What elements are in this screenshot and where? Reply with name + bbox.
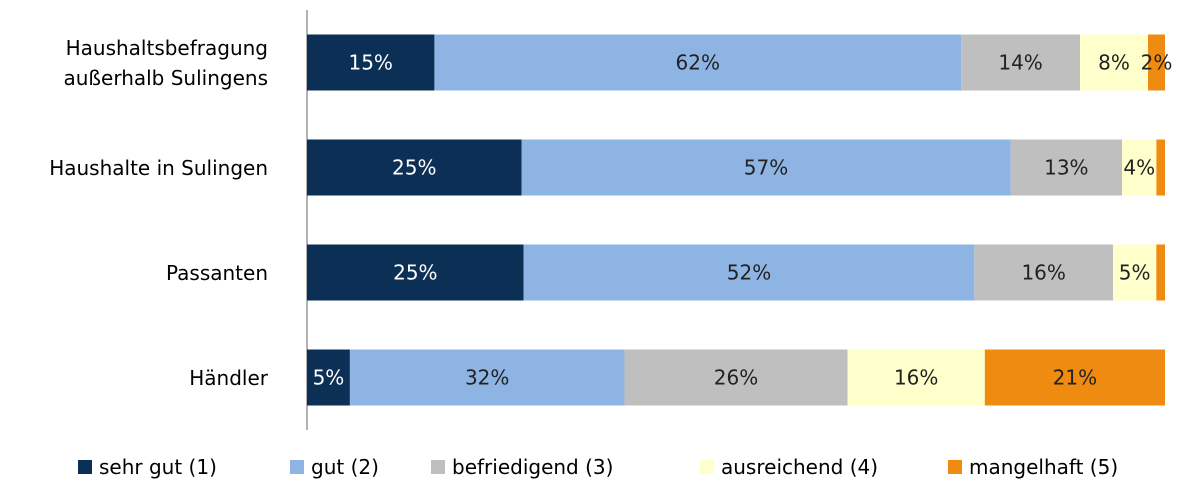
legend-swatch <box>290 460 304 474</box>
bar-segment <box>974 244 1113 301</box>
category-label: Haushaltsbefragung außerhalb Sulingens <box>63 35 268 90</box>
bar-segment <box>984 349 1165 406</box>
bar-segment <box>624 349 848 406</box>
data-label: 25% <box>393 261 437 285</box>
bar-segment <box>1010 139 1123 196</box>
bar-segment <box>307 349 350 406</box>
data-label: 8% <box>1098 51 1130 75</box>
data-label: 25% <box>392 156 436 180</box>
bar-segment <box>1148 34 1165 91</box>
data-label: 2% <box>1141 51 1173 75</box>
legend-label: befriedigend (3) <box>452 455 613 479</box>
category-label: Passanten <box>165 260 268 285</box>
data-label: 26% <box>714 366 758 390</box>
legend-label: mangelhaft (5) <box>969 455 1118 479</box>
legend-label: sehr gut (1) <box>99 455 217 479</box>
bar-segment <box>523 244 975 301</box>
bar-segment <box>349 349 625 406</box>
data-label: 52% <box>727 261 771 285</box>
bar-segment <box>1156 139 1165 196</box>
data-label: 16% <box>894 366 938 390</box>
legend-swatch <box>700 460 714 474</box>
bar-segment <box>434 34 962 91</box>
data-label: 5% <box>1119 261 1151 285</box>
data-label: 4% <box>1123 156 1155 180</box>
data-label: 15% <box>348 51 392 75</box>
legend-label: ausreichend (4) <box>721 455 878 479</box>
legend-swatch <box>78 460 92 474</box>
legend-swatch <box>948 460 962 474</box>
data-label: 13% <box>1044 156 1088 180</box>
category-label: Händler <box>189 365 268 390</box>
legend-label: gut (2) <box>311 455 379 479</box>
category-label: Haushalte in Sulingen <box>49 155 268 180</box>
bar-segment <box>1156 244 1165 301</box>
data-label: 32% <box>465 366 509 390</box>
data-label: 57% <box>744 156 788 180</box>
data-label: 62% <box>676 51 720 75</box>
data-label: 5% <box>313 366 345 390</box>
bar-segment <box>307 244 524 301</box>
bar-segment <box>1113 244 1157 301</box>
data-label: 16% <box>1021 261 1065 285</box>
data-label: 14% <box>998 51 1042 75</box>
legend-swatch <box>431 460 445 474</box>
bar-segment <box>961 34 1081 91</box>
bar-segment <box>307 139 522 196</box>
bar-segment <box>847 349 985 406</box>
bar-segment <box>1080 34 1149 91</box>
bar-segment <box>307 34 435 91</box>
bar-segment <box>1122 139 1157 196</box>
data-label: 21% <box>1053 366 1097 390</box>
bar-segment <box>521 139 1011 196</box>
